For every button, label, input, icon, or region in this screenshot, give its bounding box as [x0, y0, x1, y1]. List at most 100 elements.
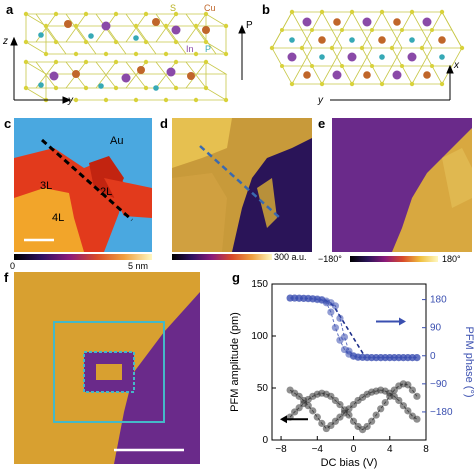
- y2-axis-label: PFM phase (°): [463, 326, 474, 397]
- panel-e-label: e: [318, 116, 326, 131]
- x-tick-label: −8: [275, 444, 287, 455]
- y2-ticks: −180 −90 0 90 180: [422, 295, 453, 418]
- y-tick-label: 100: [251, 331, 268, 342]
- afm-topography-map: [14, 118, 152, 252]
- data-point: [368, 417, 376, 425]
- x-ticks: −8 −4 0 4 8: [275, 436, 429, 455]
- y-axis-label: PFM amplitude (pm): [229, 312, 241, 412]
- line-profile-marker-d: [199, 145, 281, 219]
- panel-c-label: c: [4, 116, 12, 131]
- crystal-top-view: [269, 9, 465, 101]
- polarization-label: P: [246, 20, 253, 31]
- data-point: [340, 345, 349, 354]
- data-series: [286, 294, 421, 434]
- data-point: [386, 392, 394, 400]
- series-line: [290, 297, 417, 359]
- axis-label-y-b: y: [318, 95, 323, 106]
- data-point: [322, 299, 330, 307]
- y2-tick-label: 180: [430, 295, 447, 306]
- data-point: [331, 324, 340, 332]
- data-point: [327, 392, 335, 400]
- data-point: [295, 404, 303, 412]
- data-point: [413, 415, 421, 423]
- atom-label-in: In: [186, 44, 194, 54]
- atom-label-s: S: [170, 3, 177, 13]
- panel-e-pfm-phase: [332, 118, 472, 252]
- y-tick-label: 50: [257, 383, 269, 394]
- colorbar-c-max: 5 nm: [128, 261, 149, 271]
- x-tick-label: 4: [387, 444, 393, 455]
- data-point: [381, 398, 389, 407]
- axis-label-x-b: x: [454, 60, 459, 71]
- data-point: [331, 396, 340, 405]
- panel-f-label: f: [4, 270, 9, 285]
- data-point: [336, 401, 344, 409]
- colorbar-c: [14, 254, 152, 260]
- region-label-3l: 3L: [40, 180, 53, 192]
- colorbar-e: [350, 256, 438, 262]
- y-tick-label: 0: [262, 435, 268, 446]
- region-label-4l: 4L: [52, 212, 65, 224]
- data-point: [336, 336, 344, 344]
- amplitude-axis-arrowhead: [280, 415, 287, 424]
- y-ticks: 0 50 100 150: [251, 279, 276, 446]
- x-axis-label: DC bias (V): [321, 457, 378, 469]
- colorbar-d: [172, 254, 272, 260]
- atom-label-cu: Cu: [204, 3, 216, 13]
- data-point: [413, 354, 421, 362]
- chart-frame: [271, 283, 427, 441]
- colorbar-e-min: −180°: [318, 254, 342, 264]
- axis-label-y-a: y: [68, 95, 73, 106]
- colorbar-c-min: 0: [10, 261, 16, 271]
- panel-d-pfm-amplitude: [172, 118, 312, 252]
- data-point: [318, 419, 326, 427]
- data-point: [300, 400, 308, 408]
- y2-tick-label: 0: [430, 351, 436, 362]
- data-point: [336, 314, 344, 322]
- hysteresis-chart-svg: −8 −4 0 4 8 0 50 100 150 −180 −90 0 90 180 DC bias …: [229, 279, 474, 469]
- data-point: [404, 407, 412, 415]
- phase-axis-arrowhead: [399, 317, 406, 326]
- data-point: [363, 422, 371, 431]
- data-point: [349, 401, 358, 409]
- x-tick-label: 0: [351, 444, 357, 455]
- data-point: [345, 411, 353, 419]
- axis-arrows: [280, 317, 406, 424]
- data-point: [408, 386, 417, 394]
- y2-tick-label: −90: [430, 379, 447, 390]
- panel-b-label: b: [262, 2, 270, 17]
- crystal-side-view: [10, 11, 246, 104]
- pfm-phase-map: [332, 118, 472, 252]
- data-point: [327, 421, 335, 430]
- colorbar-d-max: 300 a.u.: [274, 252, 307, 262]
- atom-label-p: P: [205, 44, 212, 54]
- y-tick-label: 150: [251, 279, 268, 290]
- region-label-au: Au: [110, 135, 124, 147]
- data-point: [295, 392, 303, 400]
- colorbar-e-max: 180°: [442, 254, 461, 264]
- data-point: [349, 417, 358, 425]
- data-point: [313, 413, 321, 421]
- data-point: [404, 381, 412, 389]
- y2-tick-label: −180: [430, 407, 453, 418]
- y2-tick-label: 90: [430, 323, 442, 334]
- data-point: [309, 407, 317, 415]
- pfm-amplitude-map: [172, 118, 312, 252]
- data-point: [331, 302, 340, 310]
- line-profile-marker-c: [24, 138, 133, 242]
- data-point: [372, 411, 380, 419]
- panel-c-afm-topography: [14, 118, 152, 252]
- pfm-domain-map: [14, 272, 200, 464]
- panel-g-label: g: [232, 270, 240, 285]
- data-point: [327, 308, 335, 316]
- data-point: [413, 392, 421, 400]
- data-point: [399, 402, 407, 410]
- data-point: [291, 408, 299, 416]
- panel-g-hysteresis-chart: −8 −4 0 4 8 0 50 100 150 −180 −90 0 90 180 DC bias …: [226, 272, 474, 470]
- data-point: [377, 405, 385, 413]
- data-point: [390, 386, 398, 394]
- data-point: [395, 396, 403, 405]
- panel-a-crystal-structure: [6, 0, 256, 110]
- series-line: [290, 297, 417, 359]
- x-tick-label: 8: [423, 444, 429, 455]
